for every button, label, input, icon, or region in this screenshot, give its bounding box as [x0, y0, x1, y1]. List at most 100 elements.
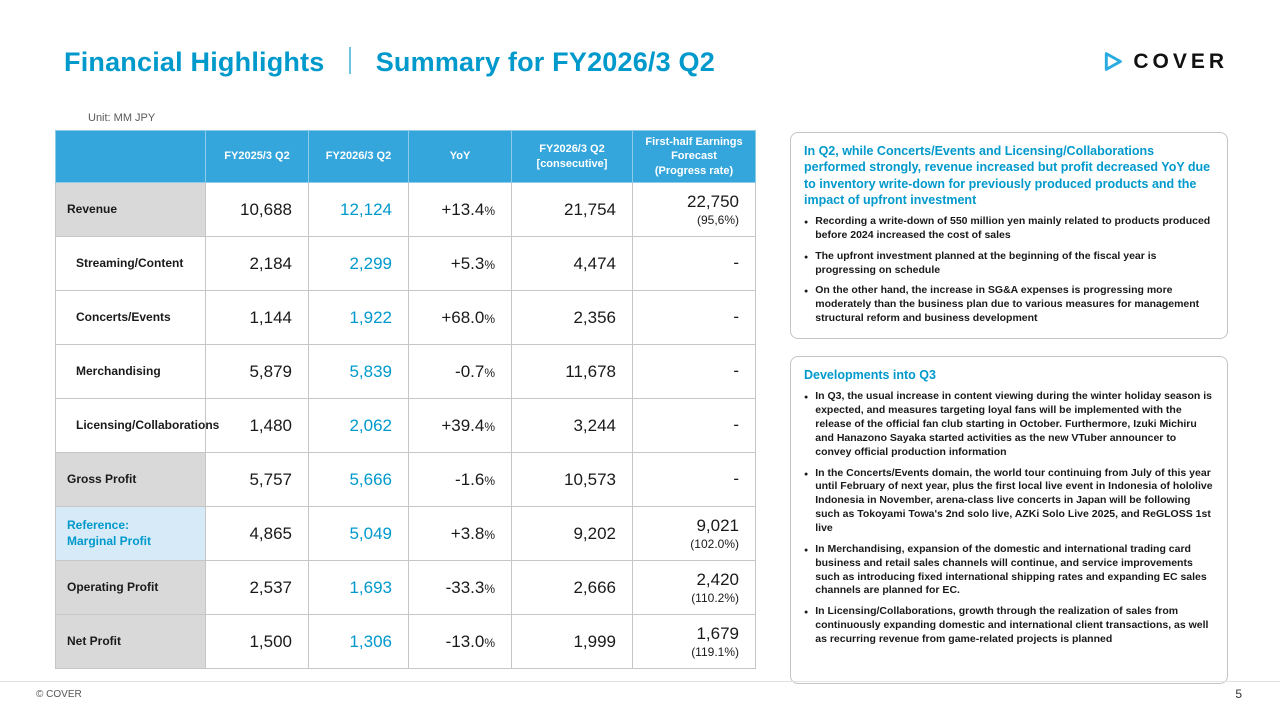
table-header-forecast: First-half Earnings Forecast (Progress r… [632, 130, 756, 183]
q2-summary-panel: In Q2, while Concerts/Events and Licensi… [790, 132, 1228, 340]
table-cell: 5,666 [308, 452, 409, 507]
yoy-value: +39.4 [441, 415, 485, 435]
row-label: Licensing/Collaborations [55, 398, 219, 453]
row-label: Operating Profit [55, 560, 206, 615]
table-cell: 5,049 [308, 506, 409, 561]
row-label: Merchandising [55, 344, 206, 399]
yoy-value: -13.0 [445, 631, 485, 651]
table-cell: 21,754 [511, 182, 633, 237]
list-item: ● On the other hand, the increase in SG&A… [804, 284, 1214, 326]
list-item: ● The upfront investment planned at the b… [804, 250, 1214, 278]
table-cell: 1,500 [205, 614, 309, 669]
bullet-icon: ● [804, 609, 809, 617]
table-cell: +39.4% [408, 398, 512, 453]
table-header-row: FY2025/3 Q2 FY2026/3 Q2 YoY FY2026/3 Q2 … [55, 130, 756, 183]
table-cell: - [632, 452, 756, 507]
table-cell: 1,999 [511, 614, 633, 669]
list-item: ● In Q3, the usual increase in content vi… [804, 390, 1214, 459]
table-cell: 2,184 [205, 236, 309, 291]
forecast-value: - [733, 361, 739, 381]
table-row-licensing-collaborations: Licensing/Collaborations 1,480 2,062 +39… [55, 398, 756, 453]
table-header-yoy: YoY [408, 130, 512, 183]
unit-label: Unit: MM JPY [88, 112, 156, 124]
table-cell: 1,693 [308, 560, 409, 615]
table-cell: +5.3% [408, 236, 512, 291]
copyright: © COVER [36, 689, 82, 700]
table-cell: 2,666 [511, 560, 633, 615]
yoy-value: -0.7 [455, 361, 485, 381]
table-cell: 2,356 [511, 290, 633, 345]
table-cell: +68.0% [408, 290, 512, 345]
bullet-text: In the Concerts/Events domain, the world… [815, 466, 1213, 534]
forecast-value: - [733, 307, 739, 327]
forecast-value: - [733, 415, 739, 435]
table-cell: -13.0% [408, 614, 512, 669]
forecast-value: 1,679 [696, 624, 739, 644]
forecast-value: 2,420 [696, 570, 739, 590]
q2-bullet-list: ● Recording a write-down of 550 million y… [804, 215, 1214, 326]
table-cell: - [632, 398, 756, 453]
yoy-unit: % [484, 257, 495, 272]
yoy-value: +3.8 [450, 523, 485, 543]
row-label: Streaming/Content [55, 236, 206, 291]
yoy-value: -1.6 [455, 469, 485, 489]
list-item: ● In Licensing/Collaborations, growth thr… [804, 605, 1214, 647]
page-title: Financial Highlights ｜ Summary for FY2026/… [64, 40, 715, 79]
footer-divider [0, 681, 1280, 682]
table-cell: 1,480 [205, 398, 309, 453]
yoy-value: +68.0 [441, 307, 485, 327]
table-cell: 1,679 (119.1%) [632, 614, 756, 669]
bullet-icon: ● [804, 470, 809, 478]
table-cell: 1,306 [308, 614, 409, 669]
list-item: ● In Merchandising, expansion of the dome… [804, 543, 1214, 598]
bullet-text: In Merchandising, expansion of the domes… [815, 542, 1207, 597]
table-cell: 4,474 [511, 236, 633, 291]
title-separator: ｜ [336, 47, 364, 77]
commentary-panels: In Q2, while Concerts/Events and Licensi… [790, 132, 1228, 685]
table-cell: 1,144 [205, 290, 309, 345]
bullet-text: The upfront investment planned at the be… [815, 249, 1157, 276]
slide-header: Financial Highlights ｜ Summary for FY2026/… [64, 40, 715, 79]
bullet-icon: ● [804, 546, 809, 554]
row-label: Revenue [55, 182, 206, 237]
yoy-value: -33.3 [445, 577, 485, 597]
bullet-icon: ● [804, 253, 809, 261]
bullet-icon: ● [804, 219, 809, 226]
table-row-streaming-content: Streaming/Content 2,184 2,299 +5.3% 4,47… [55, 236, 756, 291]
table-row-gross-profit: Gross Profit 5,757 5,666 -1.6% 10,573 - [55, 452, 756, 507]
title-left: Financial Highlights [64, 47, 325, 77]
table-cell: 22,750 (95,6%) [632, 182, 756, 237]
forecast-value: - [733, 253, 739, 273]
bullet-icon: ● [804, 288, 809, 296]
table-cell: 5,757 [205, 452, 309, 507]
forecast-value: 22,750 [687, 192, 739, 212]
yoy-unit: % [484, 419, 495, 434]
title-right: Summary for FY2026/3 Q2 [375, 47, 715, 77]
row-label: Reference: Marginal Profit [55, 506, 206, 561]
financial-table: FY2025/3 Q2 FY2026/3 Q2 YoY FY2026/3 Q2 … [55, 130, 756, 669]
yoy-value: +5.3 [450, 253, 485, 273]
table-header-blank [55, 130, 206, 183]
cover-logo: COVER [1099, 48, 1228, 75]
forecast-progress: (119.1%) [691, 644, 739, 659]
yoy-unit: % [484, 203, 495, 218]
table-row-marginal-profit: Reference: Marginal Profit 4,865 5,049 +… [55, 506, 756, 561]
table-cell: 2,537 [205, 560, 309, 615]
table-cell: +13.4% [408, 182, 512, 237]
table-cell: - [632, 290, 756, 345]
table-cell: -1.6% [408, 452, 512, 507]
financial-table-container: FY2025/3 Q2 FY2026/3 Q2 YoY FY2026/3 Q2 … [55, 130, 756, 669]
yoy-unit: % [484, 527, 495, 542]
table-cell: -33.3% [408, 560, 512, 615]
table-row-net-profit: Net Profit 1,500 1,306 -13.0% 1,999 1,67… [55, 614, 756, 669]
bullet-text: In Q3, the usual increase in content vie… [815, 390, 1212, 458]
table-header-fy2026-q2: FY2026/3 Q2 [308, 130, 409, 183]
q2-summary-heading: In Q2, while Concerts/Events and Licensi… [804, 144, 1211, 207]
yoy-unit: % [484, 365, 495, 380]
row-label: Gross Profit [55, 452, 206, 507]
yoy-unit: % [484, 473, 495, 488]
table-cell: -0.7% [408, 344, 512, 399]
row-label: Concerts/Events [55, 290, 206, 345]
forecast-progress: (102.0%) [690, 536, 739, 551]
